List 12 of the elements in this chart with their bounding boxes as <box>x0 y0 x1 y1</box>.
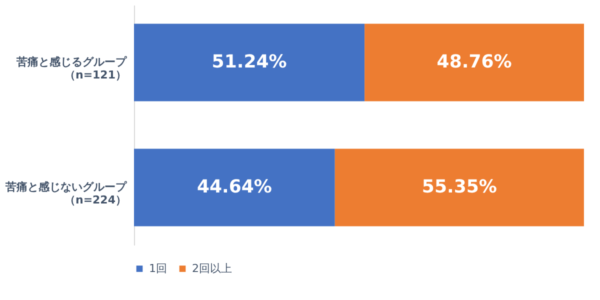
data-label: 44.64% <box>196 176 272 198</box>
y-tick-label: 苦痛と感じるグループ（n=121） <box>16 56 128 82</box>
bar <box>364 24 584 102</box>
legend-label: 1回 <box>149 262 167 275</box>
bar <box>334 148 584 226</box>
y-tick-label: 苦痛と感じないグループ（n=224） <box>4 180 128 206</box>
bar <box>134 148 335 226</box>
data-label: 51.24% <box>212 52 287 72</box>
legend-label: 2回以上 <box>192 262 232 275</box>
data-label: 48.76% <box>436 52 512 72</box>
bar <box>134 24 365 102</box>
data-label: 55.35% <box>422 176 497 198</box>
